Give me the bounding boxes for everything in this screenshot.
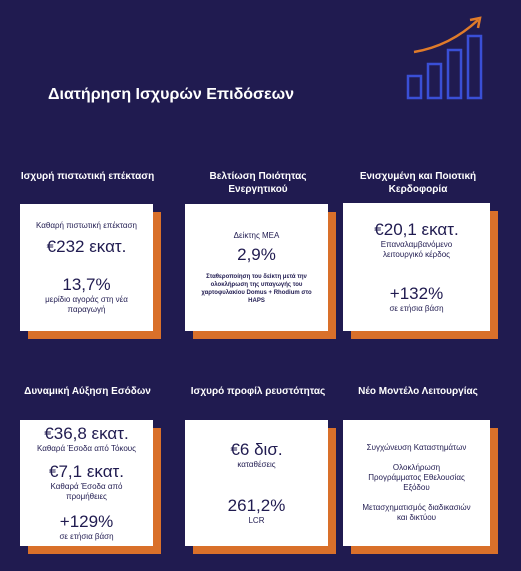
growth-icon [406,16,483,100]
card: €20,1 εκατ. Επαναλαμβανόμενο λειτουργικό… [343,203,490,331]
card-note: Σταθεροποίηση του δείκτη μετά την ολοκλή… [201,273,312,304]
card-figure: €6 δισ. [230,440,283,459]
card-label: σε ετήσια βάση [59,532,114,541]
title: Διατήρηση Ισχυρών Επιδόσεων [48,86,294,103]
card-figure: 13,7% [62,274,111,294]
card-label: Καθαρά Έσοδα από Τόκους [36,444,136,453]
card-label: Επαναλαμβανόμενο λειτουργικό κέρδος [380,240,453,259]
card-figure: 261,2% [227,496,286,515]
card-item: Συγχώνευση Καταστημάτων [366,443,467,452]
card-figure: +129% [59,512,114,531]
card-figure: €232 εκατ. [46,236,127,256]
card: Καθαρή πιστωτική επέκταση €232 εκατ. 13,… [20,204,153,331]
panel-heading: Ισχυρή πιστωτική επέκταση [20,171,155,182]
card-label: μερίδιο αγοράς στη νέα παραγωγή [45,294,128,314]
card-label: Καθαρή πιστωτική επέκταση [36,220,137,230]
card-figure: +132% [389,284,444,303]
panel-heading: Βελτίωση Ποιότητας Ενεργητικού [209,171,307,195]
card-label: Καθαρά Έσοδα από προμήθειες [50,482,123,501]
card-label: LCR [248,516,265,525]
card-label: σε ετήσια βάση [389,304,444,313]
card: €6 δισ. καταθέσεις 261,2% LCR [185,420,328,546]
card-figure: €20,1 εκατ. [374,220,459,239]
panel-heading: Νέο Μοντέλο Λειτουργίας [358,386,478,397]
card: Συγχώνευση Καταστημάτων Ολοκλήρωση Προγρ… [343,420,490,546]
card-item: Μετασχηματισμός διαδικασιών και δικτύου [362,503,471,522]
card-figure: €36,8 εκατ. [44,424,129,443]
card-label: καταθέσεις [237,460,276,469]
card: Δείκτης ΜΕΑ 2,9% Σταθεροποίηση του δείκτ… [185,204,328,331]
panel-heading: Δυναμική Αύξηση Εσόδων [24,386,151,397]
panel-heading: Ισχυρό προφίλ ρευστότητας [190,386,326,397]
panel-heading: Ενισχυμένη και Ποιοτική Κερδοφορία [359,171,477,195]
card-figure: 2,9% [237,244,276,264]
card-label: Δείκτης ΜΕΑ [233,230,280,240]
card: €36,8 εκατ. Καθαρά Έσοδα από Τόκους €7,1… [20,420,153,546]
card-figure: €7,1 εκατ. [49,462,124,481]
card-item: Ολοκλήρωση Προγράμματος Εθελουσίας Εξόδο… [368,463,465,492]
